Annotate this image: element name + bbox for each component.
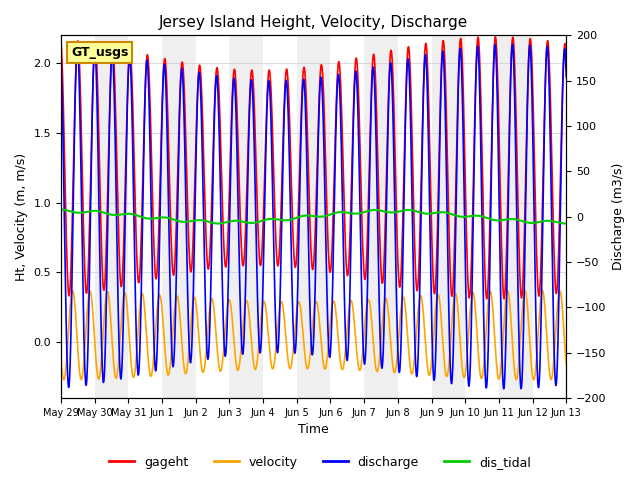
- dis_tidal: [273, 216, 281, 222]
- Text: GT_usgs: GT_usgs: [71, 46, 129, 59]
- discharge: [115, 326, 122, 332]
- Line: discharge: discharge: [61, 45, 566, 389]
- Bar: [297, 36, 330, 398]
- dis_tidal: [498, 217, 506, 223]
- discharge: [500, 386, 508, 392]
- gageht: [499, 266, 506, 272]
- dis_tidal: [552, 219, 560, 225]
- Bar: [95, 36, 129, 398]
- discharge: [498, 349, 506, 355]
- Line: gageht: gageht: [61, 37, 566, 299]
- velocity: [115, 358, 122, 364]
- velocity: [530, 377, 538, 383]
- velocity: [57, 355, 65, 361]
- Bar: [566, 36, 600, 398]
- gageht: [115, 233, 122, 239]
- Y-axis label: Discharge (m3/s): Discharge (m3/s): [612, 163, 625, 270]
- Bar: [431, 36, 465, 398]
- discharge: [57, 55, 65, 60]
- velocity: [521, 288, 529, 293]
- Legend: gageht, velocity, discharge, dis_tidal: gageht, velocity, discharge, dis_tidal: [104, 451, 536, 474]
- gageht: [553, 290, 561, 296]
- Line: dis_tidal: dis_tidal: [61, 210, 566, 224]
- discharge: [553, 377, 561, 383]
- dis_tidal: [57, 207, 65, 213]
- X-axis label: Time: Time: [298, 423, 329, 436]
- Bar: [364, 36, 398, 398]
- discharge: [563, 74, 570, 80]
- velocity: [273, 337, 280, 343]
- gageht: [563, 52, 570, 58]
- Bar: [162, 36, 196, 398]
- gageht: [273, 253, 280, 259]
- gageht: [251, 118, 259, 123]
- Y-axis label: Ht, Velocity (m, m/s): Ht, Velocity (m, m/s): [15, 153, 28, 281]
- dis_tidal: [145, 216, 152, 221]
- Bar: [229, 36, 263, 398]
- discharge: [145, 84, 152, 90]
- dis_tidal: [115, 212, 122, 218]
- velocity: [553, 314, 561, 320]
- dis_tidal: [214, 221, 222, 227]
- gageht: [483, 296, 490, 302]
- Title: Jersey Island Height, Velocity, Discharge: Jersey Island Height, Velocity, Discharg…: [159, 15, 468, 30]
- gageht: [145, 63, 152, 69]
- velocity: [563, 362, 570, 368]
- dis_tidal: [563, 221, 570, 227]
- velocity: [498, 353, 506, 359]
- discharge: [251, 166, 259, 172]
- velocity: [145, 360, 152, 366]
- Bar: [499, 36, 532, 398]
- Line: velocity: velocity: [61, 290, 566, 380]
- dis_tidal: [251, 220, 259, 226]
- discharge: [273, 344, 280, 349]
- discharge: [509, 42, 516, 48]
- gageht: [492, 34, 499, 40]
- gageht: [57, 39, 65, 45]
- velocity: [251, 366, 259, 372]
